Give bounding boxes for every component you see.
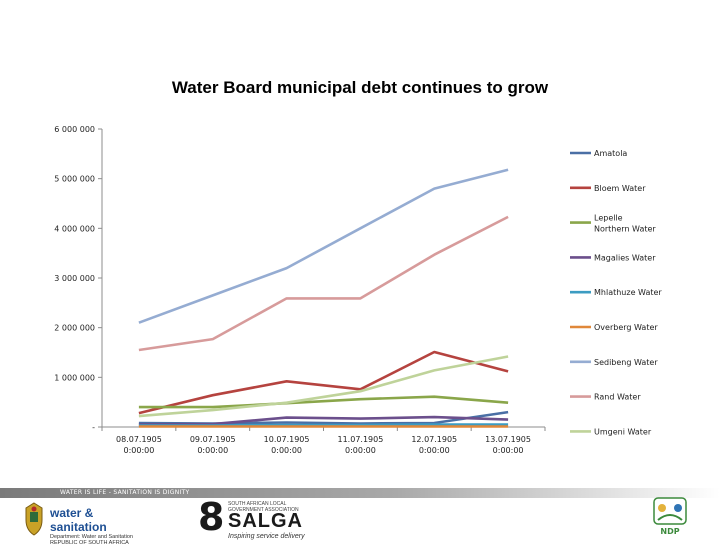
y-tick-label: 3 000 000 xyxy=(54,274,95,283)
legend-label-amatola: Amatola xyxy=(594,149,627,158)
chart-svg: 6 000 000 5 000 000 4 000 000 3 000 000 2 00… xyxy=(54,125,662,455)
x-tick-label: 09.07.1905 0:00:00 xyxy=(190,435,236,455)
legend-label-overberg-water: Overberg Water xyxy=(594,323,658,332)
dws-subtitle: Department: Water and Sanitation REPUBLI… xyxy=(50,534,133,546)
coat-of-arms-icon xyxy=(25,502,43,536)
y-tick-label: 4 000 000 xyxy=(54,224,95,233)
y-tick-label: 6 000 000 xyxy=(54,125,95,134)
series-line-sedibeng-water xyxy=(138,168,509,324)
y-tick-label: 5 000 000 xyxy=(54,175,95,184)
footer: WATER IS LIFE - SANITATION IS DIGNITY wa… xyxy=(0,488,720,546)
x-tick-label: 08.07.1905 0:00:00 xyxy=(116,435,162,455)
ndp-text: NDP xyxy=(660,527,679,536)
legend-label-magalies-water: Magalies Water xyxy=(594,253,656,262)
x-tick-label: 12.07.1905 0:00:00 xyxy=(411,435,457,455)
legend-label-lepelle-northern-water: Lepelle Northern Water xyxy=(594,214,656,234)
footer-band-text: WATER IS LIFE - SANITATION IS DIGNITY xyxy=(60,489,190,496)
x-tick-label: 13.07.1905 0:00:00 xyxy=(485,435,531,455)
salga-small-text: SOUTH AFRICAN LOCAL GOVERNMENT ASSOCIATI… xyxy=(228,501,299,513)
dws-text: water & sanitation Department: Water and… xyxy=(50,506,152,546)
ndp-logo: NDP xyxy=(640,496,700,540)
series-line-umgeni-water xyxy=(138,355,509,418)
footer-band: WATER IS LIFE - SANITATION IS DIGNITY xyxy=(0,488,720,498)
legend-label-mhlathuze-water: Mhlathuze Water xyxy=(594,288,662,297)
legend-label-sedibeng-water: Sedibeng Water xyxy=(594,358,658,367)
dws-logo: water & sanitation Department: Water and… xyxy=(22,502,152,546)
series-line-rand-water xyxy=(138,215,509,352)
y-tick-label: 1 000 000 xyxy=(54,373,95,382)
salga-tagline: Inspiring service delivery xyxy=(228,533,305,540)
ndp-emblem-icon: NDP xyxy=(653,497,687,536)
salga-eight-mark: 8 xyxy=(198,495,225,539)
x-tick-label: 11.07.1905 0:00:00 xyxy=(338,435,384,455)
legend-label-rand-water: Rand Water xyxy=(594,393,641,402)
legend-label-umgeni-water: Umgeni Water xyxy=(594,427,652,436)
legend-label-bloem-water: Bloem Water xyxy=(594,184,646,193)
series-line-lepelle-northern-water xyxy=(138,395,509,409)
y-tick-label: 2 000 000 xyxy=(54,324,95,333)
x-tick-label: 10.07.1905 0:00:00 xyxy=(264,435,310,455)
salga-logo: 8 SOUTH AFRICAN LOCAL GOVERNMENT ASSOCIA… xyxy=(198,498,308,540)
chart-title: Water Board municipal debt continues to … xyxy=(171,78,549,97)
y-tick-label: - xyxy=(92,423,95,432)
series-line-magalies-water xyxy=(138,415,509,426)
salga-wordmark: SALGA xyxy=(228,510,303,532)
series-line-bloem-water xyxy=(138,350,509,415)
dws-title: water & sanitation xyxy=(50,506,107,534)
